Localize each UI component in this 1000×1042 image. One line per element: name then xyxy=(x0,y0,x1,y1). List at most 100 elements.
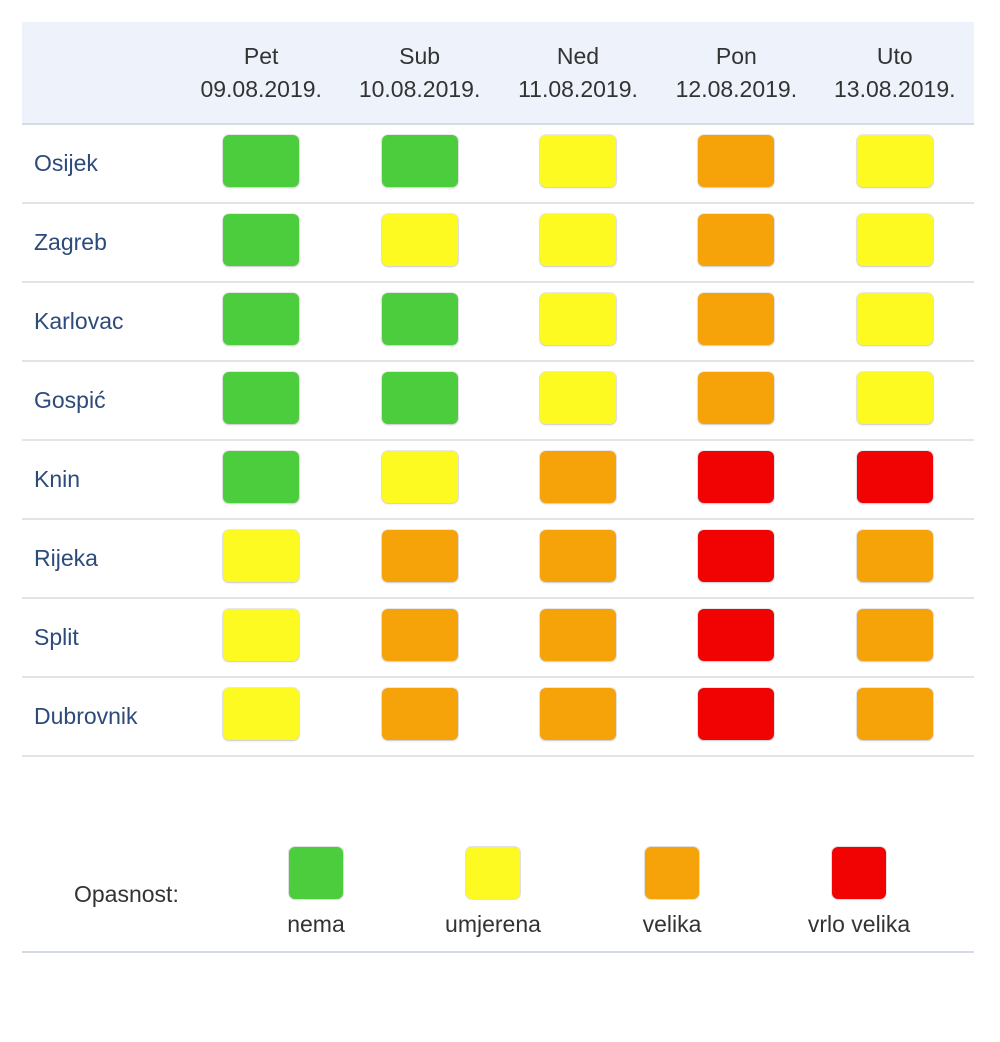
danger-cell xyxy=(815,519,974,599)
danger-cell xyxy=(657,282,816,362)
danger-level-swatch xyxy=(856,293,933,345)
day-name: Sub xyxy=(399,42,441,69)
danger-cell xyxy=(340,677,499,757)
danger-level-swatch xyxy=(381,293,458,345)
table-body: Osijek Zagreb Karlovac Gospić Knin Rijeka Spli… xyxy=(22,124,974,757)
legend-item-nema: nema xyxy=(216,847,416,938)
danger-cell xyxy=(182,124,341,204)
danger-cell xyxy=(657,519,816,599)
fire-danger-table: Pet 09.08.2019. Sub 10.08.2019. Ned 11.08.201… xyxy=(22,22,974,757)
legend-label: velika xyxy=(642,911,702,937)
danger-cell xyxy=(815,598,974,678)
city-name: Gospić xyxy=(22,361,182,441)
day-header-pet: Pet 09.08.2019. xyxy=(182,22,341,125)
danger-cell xyxy=(657,598,816,678)
danger-level-swatch xyxy=(223,293,300,345)
danger-cell xyxy=(815,361,974,441)
danger-cell xyxy=(182,598,341,678)
legend-label: umjerena xyxy=(445,911,541,937)
danger-level-swatch xyxy=(223,609,300,661)
legend-swatch xyxy=(645,847,699,899)
city-name: Zagreb xyxy=(22,203,182,283)
danger-cell xyxy=(498,440,658,520)
danger-level-swatch xyxy=(223,135,300,187)
danger-cell xyxy=(340,519,499,599)
danger-level-swatch xyxy=(856,214,933,266)
city-name: Rijeka xyxy=(22,519,182,599)
danger-level-swatch xyxy=(539,293,616,345)
danger-cell xyxy=(182,677,341,757)
legend-item-umjerena: umjerena xyxy=(393,847,593,938)
danger-cell xyxy=(498,598,658,678)
danger-level-swatch xyxy=(698,609,775,661)
danger-level-swatch xyxy=(381,372,458,424)
day-date: 11.08.2019. xyxy=(518,75,638,102)
danger-cell xyxy=(657,124,816,204)
danger-level-swatch xyxy=(698,372,775,424)
day-header-sub: Sub 10.08.2019. xyxy=(340,22,499,125)
danger-cell xyxy=(815,203,974,283)
danger-level-swatch xyxy=(698,293,775,345)
danger-level-swatch xyxy=(381,451,458,503)
danger-cell xyxy=(340,598,499,678)
danger-level-swatch xyxy=(698,530,775,582)
danger-cell xyxy=(815,282,974,362)
danger-cell xyxy=(498,361,658,441)
city-name: Dubrovnik xyxy=(22,677,182,757)
danger-level-swatch xyxy=(856,688,933,740)
table-header-row: Pet 09.08.2019. Sub 10.08.2019. Ned 11.08.201… xyxy=(22,22,974,125)
city-name: Split xyxy=(22,598,182,678)
danger-level-swatch xyxy=(223,451,300,503)
danger-level-swatch xyxy=(223,530,300,582)
day-header-ned: Ned 11.08.2019. xyxy=(498,22,658,125)
header-corner-cell xyxy=(22,22,182,125)
danger-level-swatch xyxy=(223,372,300,424)
danger-cell xyxy=(498,124,658,204)
table-row: Gospić xyxy=(22,361,974,441)
danger-level-swatch xyxy=(381,214,458,266)
danger-cell xyxy=(182,440,341,520)
day-date: 09.08.2019. xyxy=(200,75,322,102)
danger-cell xyxy=(340,440,499,520)
danger-level-swatch xyxy=(698,214,775,266)
table-row: Knin xyxy=(22,440,974,520)
danger-cell xyxy=(340,282,499,362)
danger-level-swatch xyxy=(381,609,458,661)
danger-cell xyxy=(657,677,816,757)
day-name: Ned xyxy=(556,42,600,69)
day-date: 13.08.2019. xyxy=(834,75,956,102)
danger-level-swatch xyxy=(223,688,300,740)
city-name: Osijek xyxy=(22,124,182,204)
danger-legend: Opasnost: nema umjerena velika vrlo velika xyxy=(22,815,974,953)
danger-level-swatch xyxy=(856,372,933,424)
legend-item-vrlo-velika: vrlo velika xyxy=(759,847,959,938)
danger-cell xyxy=(340,361,499,441)
danger-cell xyxy=(815,677,974,757)
danger-level-swatch xyxy=(223,214,300,266)
danger-level-swatch xyxy=(539,688,616,740)
table-row: Zagreb xyxy=(22,203,974,283)
table-row: Karlovac xyxy=(22,282,974,362)
danger-level-swatch xyxy=(698,688,775,740)
danger-level-swatch xyxy=(381,135,458,187)
danger-cell xyxy=(182,282,341,362)
danger-cell xyxy=(182,519,341,599)
danger-cell xyxy=(815,440,974,520)
danger-level-swatch xyxy=(856,609,933,661)
danger-cell xyxy=(815,124,974,204)
day-name: Pet xyxy=(243,42,279,69)
danger-level-swatch xyxy=(539,609,616,661)
day-header-uto: Uto 13.08.2019. xyxy=(815,22,974,125)
danger-cell xyxy=(498,519,658,599)
danger-level-swatch xyxy=(539,214,616,266)
danger-cell xyxy=(657,203,816,283)
danger-cell xyxy=(340,124,499,204)
danger-cell xyxy=(182,203,341,283)
day-name: Uto xyxy=(876,42,913,69)
danger-cell xyxy=(657,361,816,441)
day-name: Pon xyxy=(715,42,757,69)
city-name: Knin xyxy=(22,440,182,520)
legend-title: Opasnost: xyxy=(74,881,179,907)
day-date: 10.08.2019. xyxy=(358,75,481,102)
day-header-pon: Pon 12.08.2019. xyxy=(657,22,816,125)
